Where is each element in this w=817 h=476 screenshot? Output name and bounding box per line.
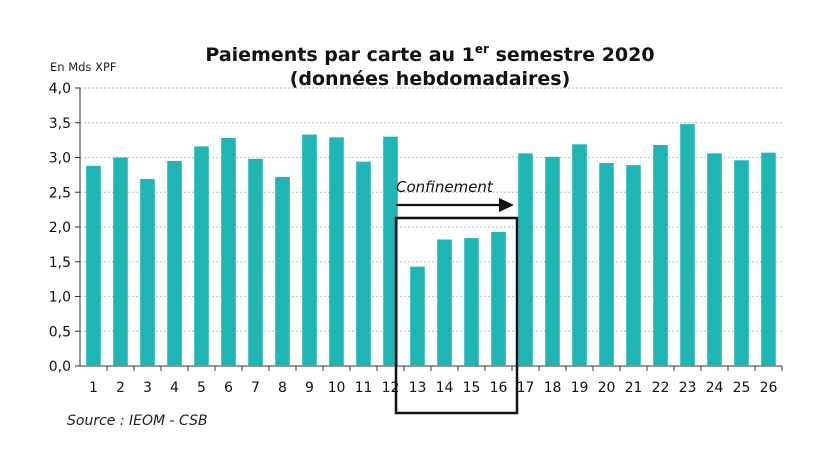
x-tick-label: 25 — [733, 380, 751, 396]
x-tick-label: 10 — [328, 380, 346, 396]
bar — [545, 156, 560, 366]
bar — [194, 146, 209, 366]
y-tick-label: 1,0 — [49, 290, 71, 306]
x-tick-label: 19 — [571, 380, 589, 396]
bar — [140, 179, 155, 366]
bar — [572, 144, 587, 366]
x-tick-label: 21 — [625, 380, 643, 396]
x-tick-label: 13 — [409, 380, 427, 396]
y-tick-label: 1,5 — [49, 255, 71, 271]
bar — [302, 134, 317, 366]
bar — [275, 176, 290, 366]
bar — [734, 160, 749, 366]
confinement-box — [394, 216, 519, 415]
bar — [113, 157, 128, 366]
x-tick-label: 9 — [305, 380, 314, 396]
x-tick-label: 3 — [143, 380, 152, 396]
y-tick-label: 2,0 — [49, 220, 71, 236]
bar — [221, 138, 236, 366]
x-tick-label: 2 — [116, 380, 125, 396]
bar — [653, 144, 668, 366]
bar — [518, 153, 533, 366]
bar — [491, 231, 506, 366]
y-tick-label: 0,5 — [49, 324, 71, 340]
bar — [680, 124, 695, 366]
bar — [383, 136, 398, 366]
confinement-arrow-head — [499, 198, 514, 212]
x-tick-label: 22 — [652, 380, 670, 396]
x-tick-label: 17 — [517, 380, 535, 396]
y-tick-label: 3,0 — [49, 151, 71, 167]
x-tick-label: 6 — [224, 380, 233, 396]
chart-subtitle: (données hebdomadaires) — [289, 68, 571, 90]
title-superscript: er — [474, 42, 489, 56]
confinement-label: Confinement — [396, 178, 494, 196]
bar — [761, 152, 776, 366]
x-tick-label: 26 — [760, 380, 778, 396]
x-tick-label: 11 — [355, 380, 373, 396]
x-tick-label: 1 — [89, 380, 98, 396]
y-tick-label: 3,5 — [49, 116, 71, 132]
bar — [410, 266, 425, 366]
x-tick-label: 14 — [436, 380, 454, 396]
bar — [599, 163, 614, 366]
bar — [167, 160, 182, 366]
x-tick-label: 20 — [598, 380, 616, 396]
x-tick-label: 16 — [490, 380, 508, 396]
x-tick-label: 18 — [544, 380, 562, 396]
chart-title: Paiements par carte au 1er semestre 2020 — [205, 42, 655, 66]
x-tick-label: 4 — [170, 380, 179, 396]
bar — [248, 158, 263, 366]
bar — [464, 238, 479, 366]
x-tick-label: 7 — [251, 380, 260, 396]
x-tick-label: 23 — [679, 380, 697, 396]
bar — [707, 153, 722, 366]
bar — [437, 239, 452, 366]
y-tick-label: 0,0 — [49, 359, 71, 375]
source-note: Source : IEOM - CSB — [67, 413, 208, 429]
y-tick-label: 4,0 — [49, 81, 71, 97]
bar — [626, 165, 641, 366]
x-tick-label: 15 — [463, 380, 481, 396]
y-axis-unit-label: En Mds XPF — [50, 60, 117, 74]
y-tick-label: 2,5 — [49, 185, 71, 201]
bar — [329, 137, 344, 366]
x-tick-label: 24 — [706, 380, 724, 396]
bar — [86, 165, 101, 366]
x-tick-label: 8 — [278, 380, 287, 396]
bar — [356, 161, 371, 366]
x-tick-label: 5 — [197, 380, 206, 396]
